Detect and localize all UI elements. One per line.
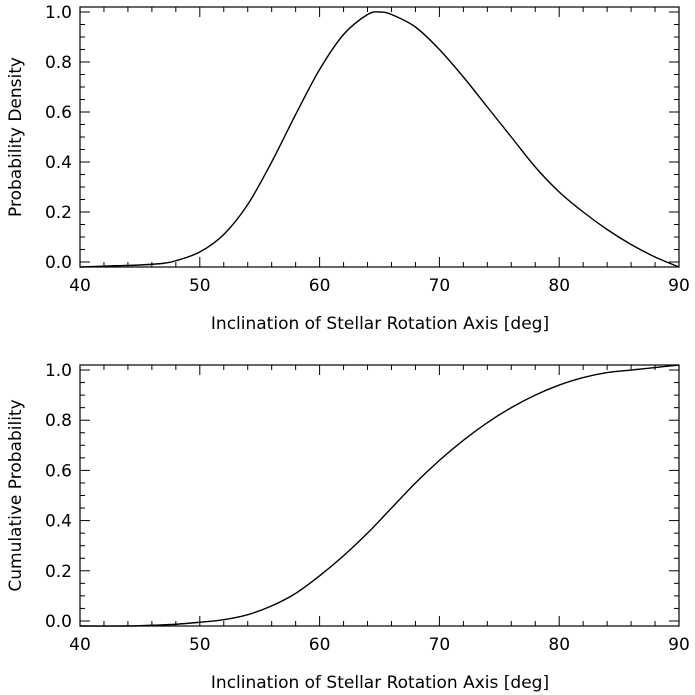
series-line-probability-density xyxy=(79,11,680,268)
y-tick-label: 1.0 xyxy=(45,3,72,23)
x-tick-label: 50 xyxy=(189,635,211,655)
x-tick-label: 40 xyxy=(69,635,91,655)
plot-frame xyxy=(79,6,680,268)
y-tick-label: 0.6 xyxy=(45,103,72,123)
y-tick-label: 0.8 xyxy=(45,53,72,73)
x-tick-label: 90 xyxy=(668,276,690,296)
y-axis-title: Cumulative Probability xyxy=(6,399,26,591)
x-tick-label: 60 xyxy=(309,635,331,655)
x-tick-label: 80 xyxy=(548,276,570,296)
y-tick-label: 0.2 xyxy=(45,562,72,582)
x-tick-label: 40 xyxy=(69,276,91,296)
x-tick-label: 50 xyxy=(189,276,211,296)
chart-cumulative: 40 50 60 70 80 90 0.0 0.2 0.4 0.6 0.8 1.0 Inclinatio… xyxy=(6,361,690,693)
x-tick-label: 80 xyxy=(548,635,570,655)
y-tick-label: 0.0 xyxy=(45,612,72,632)
chart-density: 40 50 60 70 80 90 0.0 0.2 0.4 0.6 0.8 1.0 Inclinatio… xyxy=(6,3,690,334)
y-tick-label: 1.0 xyxy=(45,361,72,381)
x-axis-title: Inclination of Stellar Rotation Axis [de… xyxy=(211,673,549,693)
y-tick-label: 0.8 xyxy=(45,411,72,431)
y-tick-label: 0.6 xyxy=(45,461,72,481)
x-tick-label: 60 xyxy=(309,276,331,296)
x-axis-title: Inclination of Stellar Rotation Axis [de… xyxy=(211,314,549,334)
y-tick-label: 0.4 xyxy=(45,153,72,173)
y-tick-label: 0.4 xyxy=(45,512,72,532)
y-axis-title: Probability Density xyxy=(6,57,26,217)
y-tick-label: 0.2 xyxy=(45,203,72,223)
series-line-cumulative-probability xyxy=(79,364,680,627)
x-tick-label: 70 xyxy=(429,276,451,296)
plot-frame xyxy=(79,364,680,627)
x-tick-label: 90 xyxy=(668,635,690,655)
x-tick-label: 70 xyxy=(429,635,451,655)
y-tick-label: 0.0 xyxy=(45,253,72,273)
